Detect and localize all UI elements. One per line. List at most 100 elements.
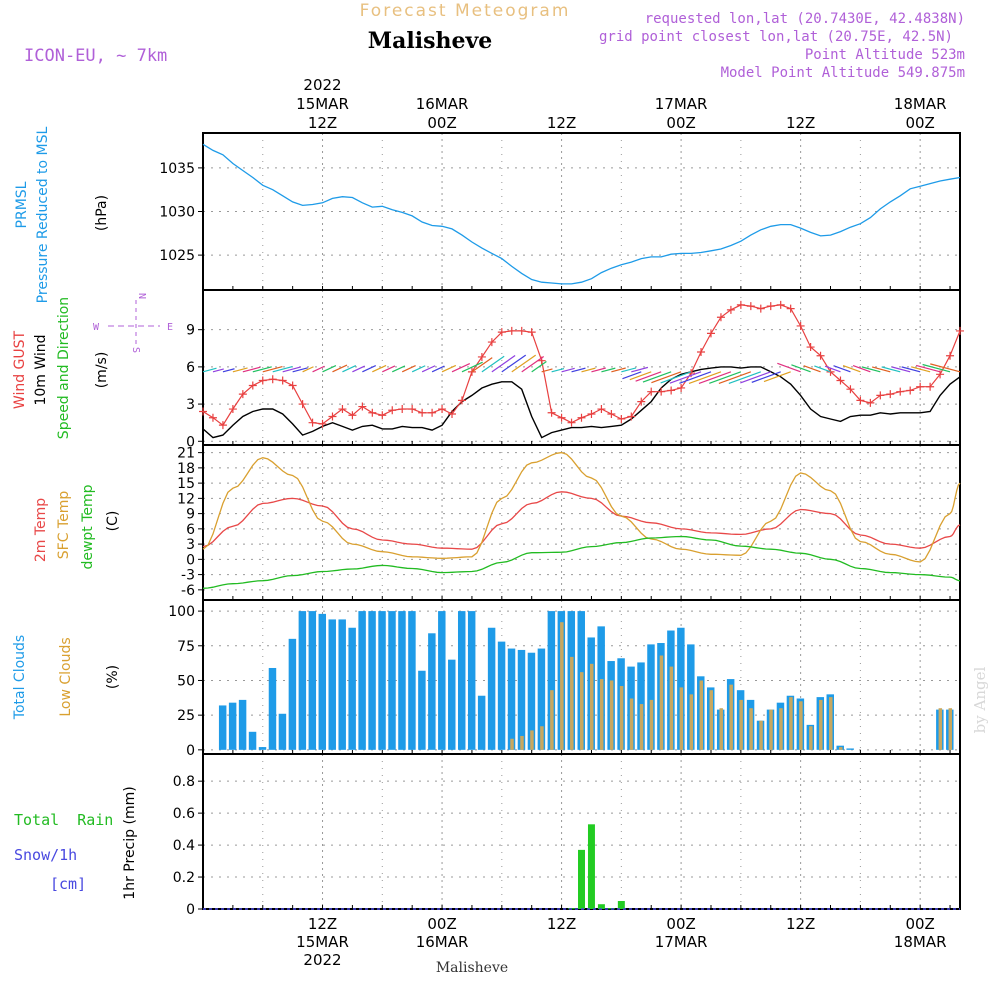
pressure-label-prmsl: PRMSL [14, 181, 30, 228]
gust-marker [378, 411, 387, 420]
wind-arrow [302, 366, 314, 373]
gust-marker [806, 343, 815, 352]
time-label-top: 2022 [303, 76, 341, 94]
wind-arrow [421, 365, 436, 373]
gust-marker [657, 387, 666, 396]
gust-marker [328, 412, 337, 421]
plot-layer [199, 143, 964, 910]
wind-arrow [740, 371, 771, 384]
gust-marker [208, 413, 217, 422]
watermark: by Angel [971, 666, 989, 733]
wind-arrow [352, 365, 365, 373]
gust-marker [238, 390, 247, 399]
wind-arrow [651, 371, 682, 384]
total-cloud-bar [846, 748, 854, 750]
wind-arrow [382, 365, 396, 373]
gust-marker [477, 352, 486, 361]
total-cloud-bar [358, 611, 366, 750]
cloud-label-total: Total Clouds [12, 635, 28, 720]
total-cloud-bar [278, 713, 287, 750]
gust-marker [866, 398, 875, 407]
time-label-top: 17MAR [655, 95, 708, 113]
total-cloud-bar [318, 613, 327, 750]
gust-marker [856, 396, 865, 405]
time-label-bottom: 00Z [905, 915, 934, 933]
wind-arrow [881, 366, 901, 373]
compass-rose: N S W E [93, 293, 173, 353]
wind-arrow [451, 363, 471, 373]
gust-marker [756, 304, 765, 313]
wind-arrow [222, 368, 235, 373]
gust-marker [467, 367, 476, 376]
wind-arrow [481, 355, 505, 373]
low-cloud-bar [838, 747, 843, 750]
low-cloud-bar [540, 726, 544, 750]
wind-arrow [611, 367, 626, 373]
tick-label: 0.4 [173, 838, 195, 854]
wind-arrow [292, 367, 308, 373]
total-cloud-bar [457, 611, 466, 750]
wind-arrow [688, 371, 722, 385]
wind-arrow [861, 366, 881, 373]
time-label-bottom: 16MAR [416, 933, 469, 951]
low-cloud-bar [729, 684, 733, 750]
gust-marker [796, 321, 805, 330]
gust-marker [218, 421, 227, 430]
wind-labels: Wind GUST 10m Wind Speed and Direction (… [12, 293, 173, 439]
tick-label: 3 [186, 537, 195, 553]
gust-marker [428, 408, 437, 417]
tick-label: 12 [177, 491, 195, 507]
low-cloud-bar [639, 704, 644, 750]
gust-marker [726, 305, 735, 314]
forecast-title: Forecast Meteogram [360, 1, 571, 21]
wind-arrow [777, 362, 801, 373]
total-cloud-bar [378, 611, 386, 750]
gust-marker [587, 410, 596, 418]
gust-marker [288, 381, 297, 390]
gust-marker [248, 381, 257, 390]
gust-marker [627, 412, 636, 421]
low-cloud-bar [520, 735, 524, 750]
tick-label: 6 [186, 360, 195, 376]
wind-arrow [322, 365, 337, 373]
gust-marker [846, 385, 855, 394]
wind-arrow [718, 371, 752, 385]
gust-marker [438, 405, 447, 414]
wind-arrow [501, 354, 527, 373]
pressure-unit: (hPa) [94, 195, 110, 231]
wind-arrow [571, 367, 586, 373]
wind-arrow [551, 367, 565, 373]
low-cloud-bar [749, 708, 753, 750]
wind-label-speed-dir: Speed and Direction [56, 297, 72, 439]
wind-arrow [852, 364, 871, 373]
gust-marker [487, 338, 496, 347]
low-cloud-bar [689, 694, 694, 750]
total-cloud-bar [408, 611, 416, 750]
gust-marker [736, 300, 745, 309]
total-cloud-bar [487, 627, 496, 750]
low-cloud-bar [570, 656, 574, 750]
low-cloud-bar [759, 720, 763, 750]
temp-label-2m: 2m Temp [33, 498, 49, 562]
temp-dewpt-line [202, 535, 961, 589]
low-cloud-bar [619, 686, 624, 750]
gust-marker [358, 402, 367, 411]
tick-label: 9 [186, 323, 195, 339]
low-cloud-bar [669, 666, 674, 750]
tick-label: 0 [186, 743, 195, 759]
time-label-top: 18MAR [894, 95, 947, 113]
gust-marker [647, 387, 656, 396]
requested-coords: requested lon,lat (20.7430E, 42.4838N) [645, 11, 965, 27]
low-cloud-bar [769, 709, 773, 750]
wind-arrow [621, 367, 637, 373]
panel-pressure: 1025 1030 1035 [159, 132, 961, 291]
total-cloud-bar [517, 649, 526, 750]
gust-marker [607, 410, 616, 418]
wind-arrow [601, 367, 616, 373]
wind-arrow [622, 371, 642, 380]
time-label-top: 00Z [905, 114, 934, 132]
low-cloud-bar [829, 697, 833, 750]
wind-arrow [531, 361, 547, 373]
gust-marker [408, 405, 417, 414]
tick-label: 0 [186, 434, 195, 450]
